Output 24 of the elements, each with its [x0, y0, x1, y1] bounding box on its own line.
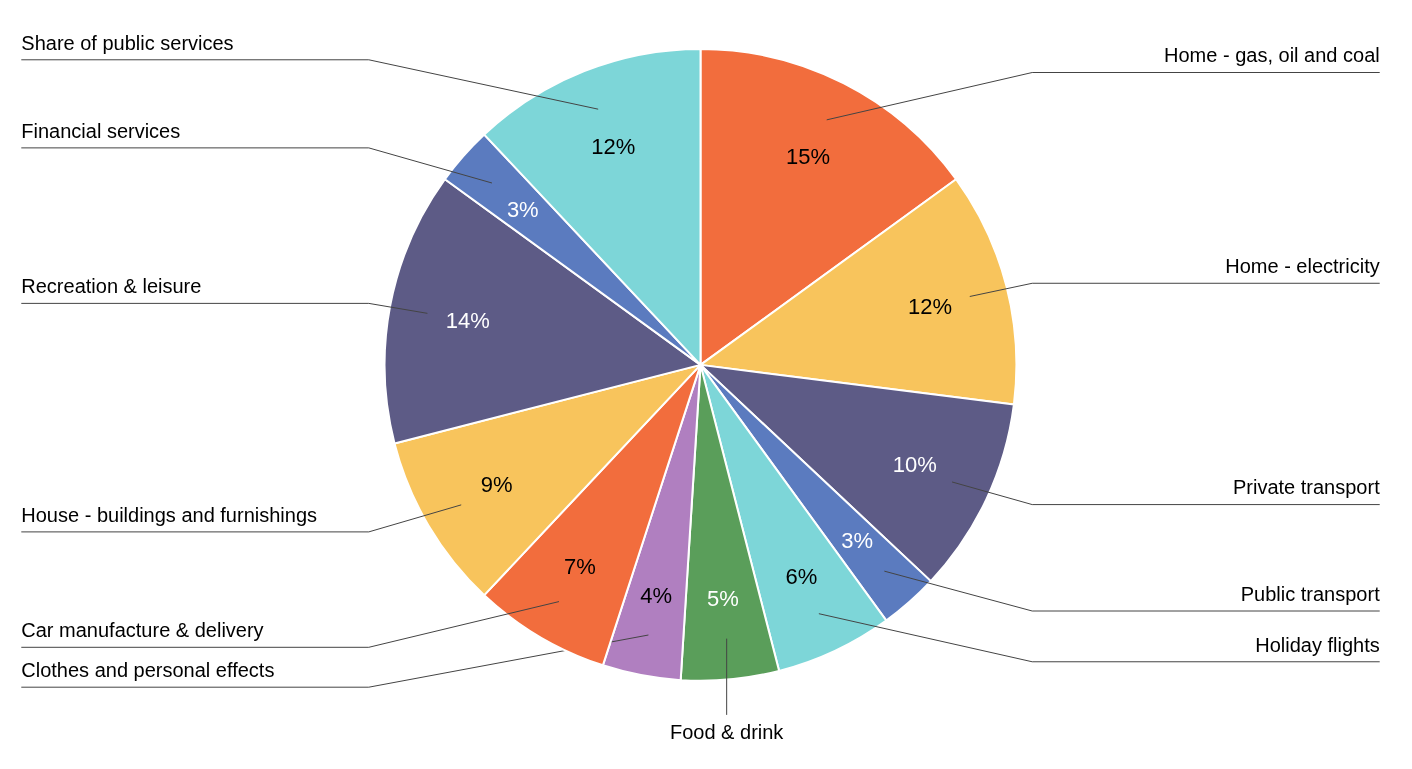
- slice-label: Public transport: [1240, 582, 1381, 605]
- data-label: 3%: [506, 197, 539, 223]
- data-label: 12%: [591, 134, 636, 160]
- data-label: 6%: [785, 564, 818, 590]
- data-label: 4%: [640, 582, 672, 608]
- slice-label: Car manufacture & delivery: [21, 619, 264, 642]
- data-label: 3%: [841, 528, 874, 554]
- slice-label: Food & drink: [669, 721, 785, 744]
- slice-label: Home - electricity: [1225, 255, 1380, 278]
- slice-label: Private transport: [1232, 476, 1381, 499]
- slice-label: Holiday flights: [1255, 633, 1380, 656]
- data-label: 12%: [907, 294, 953, 320]
- data-label: 14%: [445, 308, 490, 334]
- data-label: 9%: [480, 471, 513, 497]
- slice-label: Share of public services: [21, 31, 234, 54]
- slice-label: House - buildings and furnishings: [21, 503, 318, 526]
- slice-label: Clothes and personal effects: [21, 658, 275, 681]
- data-label: 5%: [706, 585, 739, 611]
- data-label: 10%: [892, 452, 937, 478]
- slice-label: Financial services: [21, 119, 181, 142]
- slice-label: Recreation & leisure: [21, 275, 202, 298]
- slice-label: Home - gas, oil and coal: [1164, 44, 1380, 67]
- data-label: 7%: [563, 554, 596, 580]
- data-label: 15%: [786, 143, 831, 169]
